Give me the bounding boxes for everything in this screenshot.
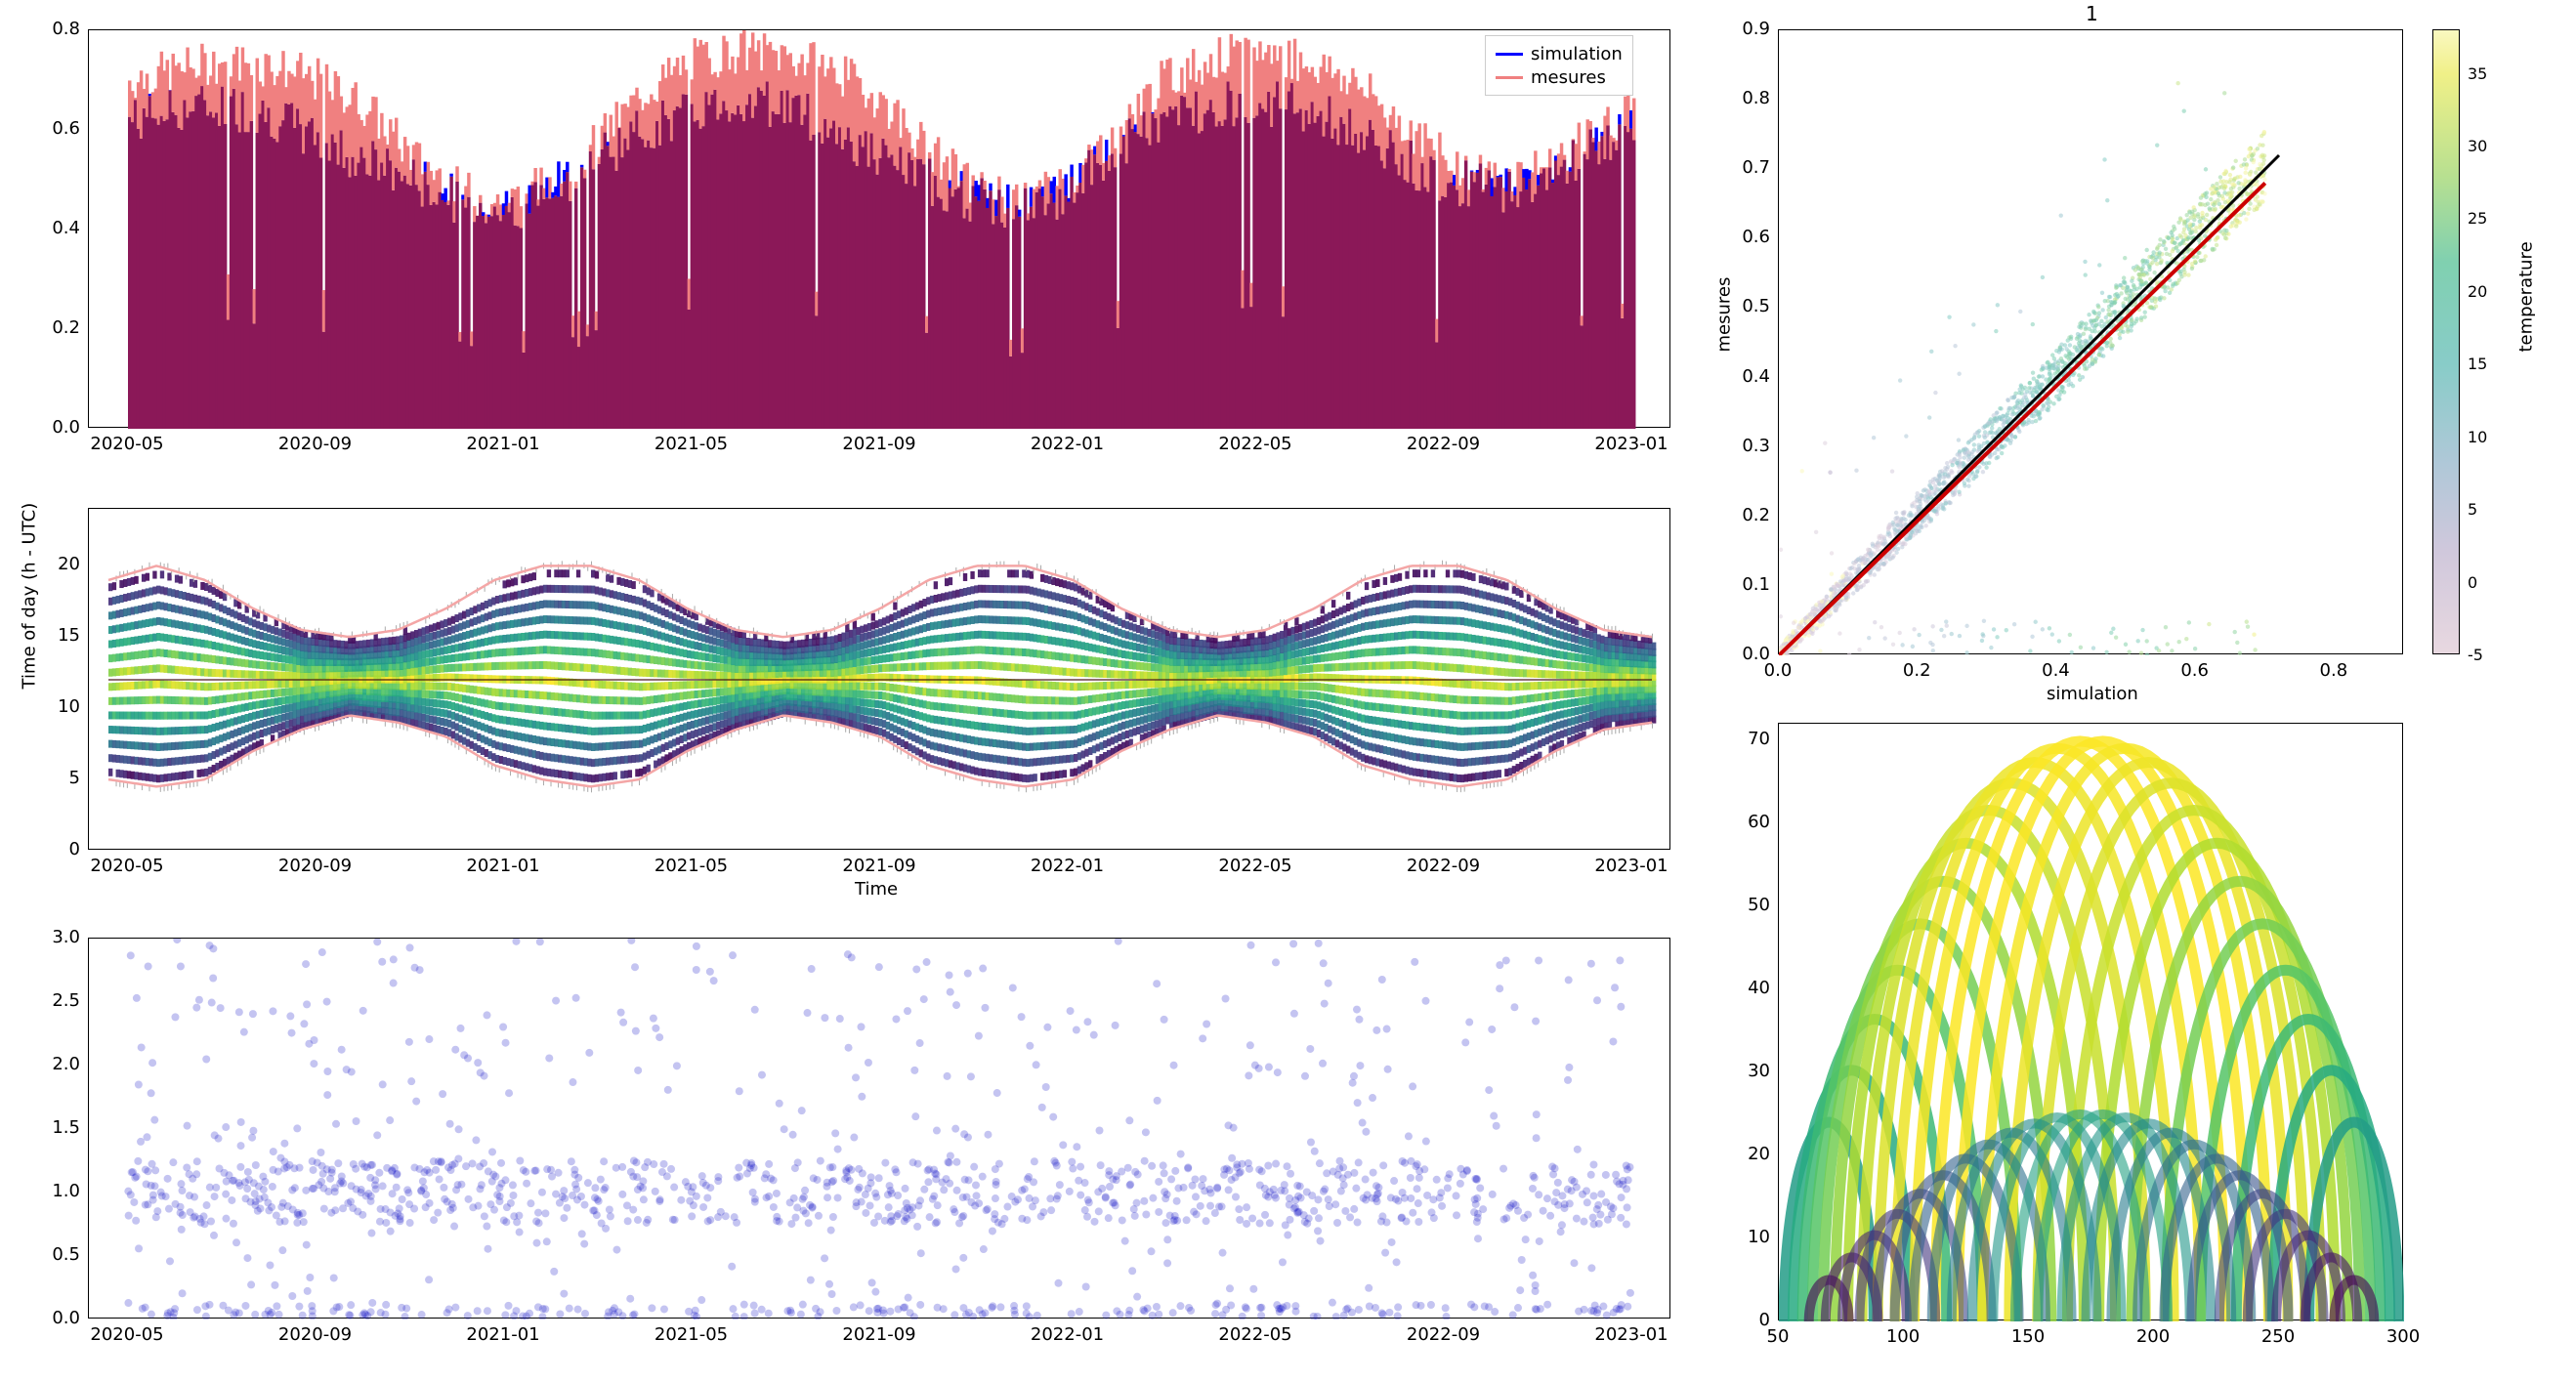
ytick: 10 bbox=[1711, 1227, 1770, 1247]
ytick: 0 bbox=[1711, 1310, 1770, 1330]
ytick: 70 bbox=[1711, 729, 1770, 749]
xtick: 0.6 bbox=[2180, 660, 2209, 681]
ytick: 0.0 bbox=[21, 1308, 80, 1328]
ytick: 5 bbox=[21, 768, 80, 788]
ytick: 0.3 bbox=[1711, 436, 1770, 456]
ytick: 10 bbox=[21, 696, 80, 717]
ytick: 20 bbox=[1711, 1144, 1770, 1164]
xtick: 2021-01 bbox=[466, 1324, 539, 1345]
colorbar-tick: 10 bbox=[2468, 428, 2487, 446]
xtick: 2023-01 bbox=[1594, 856, 1668, 876]
ytick: 0.4 bbox=[21, 218, 80, 238]
xtick: 0.0 bbox=[1764, 660, 1793, 681]
timeseries-overlay-panel bbox=[88, 29, 1670, 428]
ytick: 40 bbox=[1711, 978, 1770, 998]
ytick: 0.4 bbox=[1711, 366, 1770, 387]
temperature-colorbar bbox=[2432, 29, 2460, 654]
ytick: 0.0 bbox=[21, 417, 80, 438]
xtick: 2021-05 bbox=[655, 1324, 728, 1345]
xtick: 50 bbox=[1767, 1326, 1790, 1347]
xtick: 2022-01 bbox=[1031, 856, 1104, 876]
xtick: 100 bbox=[1886, 1326, 1920, 1347]
colorbar-tick: 25 bbox=[2468, 209, 2487, 228]
legend-label: simulation bbox=[1531, 44, 1623, 64]
xtick: 2022-05 bbox=[1218, 856, 1291, 876]
colorbar-tick: 15 bbox=[2468, 355, 2487, 373]
xtick: 2022-05 bbox=[1218, 434, 1291, 454]
panel4-xlabel: simulation bbox=[2047, 684, 2138, 704]
xtick: 2023-01 bbox=[1594, 434, 1668, 454]
xtick: 2023-01 bbox=[1594, 1324, 1668, 1345]
xtick: 0.4 bbox=[2042, 660, 2070, 681]
xtick: 2021-05 bbox=[655, 856, 728, 876]
xtick: 2020-09 bbox=[278, 1324, 352, 1345]
xtick: 2020-05 bbox=[90, 856, 163, 876]
ytick: 1.5 bbox=[21, 1117, 80, 1138]
ytick: 3.0 bbox=[21, 927, 80, 947]
xtick: 2022-09 bbox=[1407, 434, 1480, 454]
timeofday-heatmap-panel bbox=[88, 508, 1670, 850]
panel4-title: 1 bbox=[2086, 2, 2098, 25]
xtick: 2021-09 bbox=[842, 856, 915, 876]
colorbar-tick: 20 bbox=[2468, 282, 2487, 301]
xtick: 2020-05 bbox=[90, 1324, 163, 1345]
ytick: 0.2 bbox=[21, 317, 80, 338]
ytick: 1.0 bbox=[21, 1181, 80, 1201]
xtick: 2022-09 bbox=[1407, 856, 1480, 876]
xtick: 250 bbox=[2261, 1326, 2295, 1347]
xtick: 2021-09 bbox=[842, 1324, 915, 1345]
legend-item: mesures bbox=[1496, 65, 1623, 89]
ytick: 0.5 bbox=[21, 1244, 80, 1265]
xtick: 2020-09 bbox=[278, 856, 352, 876]
xtick: 2022-01 bbox=[1031, 434, 1104, 454]
xtick: 2020-05 bbox=[90, 434, 163, 454]
ytick: 0.0 bbox=[1711, 644, 1770, 664]
colorbar-tick: 5 bbox=[2468, 500, 2477, 519]
ytick: 0.6 bbox=[21, 118, 80, 139]
ytick: 30 bbox=[1711, 1061, 1770, 1081]
ytick: 0.6 bbox=[1711, 227, 1770, 247]
colorbar-tick: 30 bbox=[2468, 137, 2487, 155]
timeseries-scatter-panel bbox=[88, 938, 1670, 1319]
ytick: 0.9 bbox=[1711, 19, 1770, 39]
colorbar-tick: -5 bbox=[2468, 646, 2483, 664]
xtick: 2022-09 bbox=[1407, 1324, 1480, 1345]
xtick: 2021-05 bbox=[655, 434, 728, 454]
ytick: 0.1 bbox=[1711, 574, 1770, 595]
colorbar-tick: 35 bbox=[2468, 64, 2487, 83]
ytick: 0.8 bbox=[21, 19, 80, 39]
ytick: 0.8 bbox=[1711, 88, 1770, 108]
xtick: 0.2 bbox=[1903, 660, 1931, 681]
ytick: 2.0 bbox=[21, 1054, 80, 1074]
ytick: 50 bbox=[1711, 895, 1770, 915]
legend-item: simulation bbox=[1496, 42, 1623, 65]
xtick: 300 bbox=[2386, 1326, 2420, 1347]
xtick: 2020-09 bbox=[278, 434, 352, 454]
panel1-legend: simulation mesures bbox=[1485, 35, 1633, 96]
xtick: 2021-09 bbox=[842, 434, 915, 454]
colorbar-tick: 0 bbox=[2468, 573, 2477, 592]
ytick: 60 bbox=[1711, 812, 1770, 832]
sunpath-panel bbox=[1778, 723, 2403, 1320]
correlation-scatter-panel bbox=[1778, 29, 2403, 654]
ytick: 2.5 bbox=[21, 990, 80, 1011]
xtick: 0.8 bbox=[2320, 660, 2348, 681]
xtick: 2021-01 bbox=[466, 856, 539, 876]
xtick: 2021-01 bbox=[466, 434, 539, 454]
ytick: 0.7 bbox=[1711, 157, 1770, 178]
ytick: 0 bbox=[21, 839, 80, 859]
panel2-xlabel: Time bbox=[855, 879, 898, 900]
xtick: 2022-05 bbox=[1218, 1324, 1291, 1345]
ytick: 0.2 bbox=[1711, 505, 1770, 525]
xtick: 200 bbox=[2136, 1326, 2170, 1347]
legend-swatch bbox=[1496, 53, 1523, 56]
legend-swatch bbox=[1496, 76, 1523, 79]
legend-label: mesures bbox=[1531, 67, 1606, 88]
xtick: 2022-01 bbox=[1031, 1324, 1104, 1345]
xtick: 150 bbox=[2011, 1326, 2045, 1347]
